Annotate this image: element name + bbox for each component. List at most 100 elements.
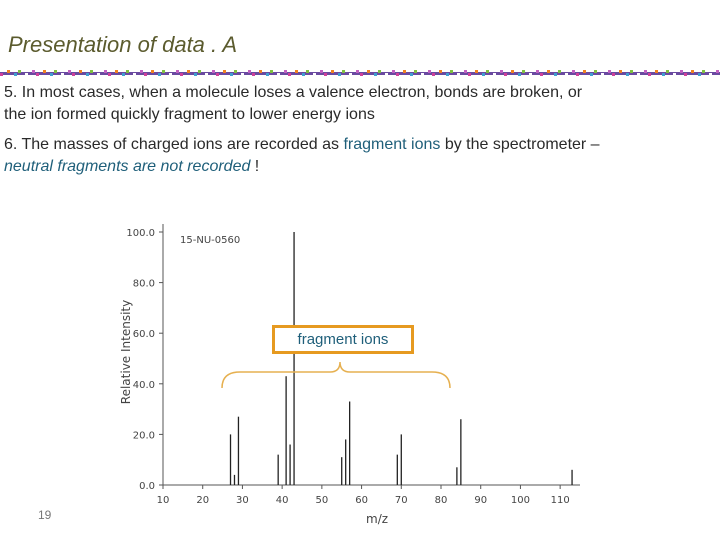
band-dot: [277, 73, 280, 76]
band-dot: [655, 70, 658, 73]
band-dot: [259, 70, 262, 73]
band-dot: [662, 73, 665, 76]
band-dot: [14, 73, 17, 76]
band-dot: [349, 73, 352, 76]
band-dot: [68, 70, 71, 73]
band-dot: [626, 73, 629, 76]
band-dot: [680, 70, 683, 73]
band-dot: [43, 70, 46, 73]
band-dot: [619, 70, 622, 73]
band-dot: [50, 73, 53, 76]
band-dot: [133, 73, 136, 76]
x-tick-label: 100: [511, 495, 530, 506]
x-tick-label: 20: [196, 495, 209, 506]
band-dot: [270, 70, 273, 73]
x-tick-label: 70: [395, 495, 408, 506]
band-dot: [61, 73, 64, 76]
band-dot: [212, 70, 215, 73]
band-dot: [583, 70, 586, 73]
band-dot: [648, 73, 651, 76]
bullet-6-emph: neutral fragments are not recorded: [4, 158, 251, 175]
band-dot: [140, 70, 143, 73]
band-dot: [590, 73, 593, 76]
band-dot: [223, 70, 226, 73]
band-dot: [324, 73, 327, 76]
band-dot: [554, 73, 557, 76]
band-dot: [306, 70, 309, 73]
band-dot: [108, 73, 111, 76]
band-dot: [194, 73, 197, 76]
y-tick-label: 0.0: [139, 481, 155, 492]
x-tick-label: 30: [236, 495, 249, 506]
band-dot: [313, 73, 316, 76]
band-dot: [698, 73, 701, 76]
decorative-band: [0, 70, 720, 76]
band-dot: [482, 73, 485, 76]
band-dot: [457, 73, 460, 76]
band-dot: [7, 70, 10, 73]
bullet-5-text: 5. In most cases, when a molecule loses …: [4, 84, 583, 123]
band-dot: [684, 73, 687, 76]
band-dot: [702, 70, 705, 73]
bullet-5: 5. In most cases, when a molecule loses …: [4, 82, 604, 126]
band-dot: [288, 73, 291, 76]
band-dot: [252, 73, 255, 76]
band-dot: [608, 70, 611, 73]
band-dot: [230, 73, 233, 76]
band-dot: [86, 73, 89, 76]
bullet-6: 6. The masses of charged ions are record…: [4, 134, 604, 178]
band-dot: [576, 73, 579, 76]
band-dot: [320, 70, 323, 73]
band-dot: [241, 73, 244, 76]
band-dot: [54, 70, 57, 73]
band-dot: [374, 73, 377, 76]
y-axis-label: Relative Intensity: [119, 300, 133, 404]
band-dot: [36, 73, 39, 76]
y-tick-label: 60.0: [133, 329, 155, 340]
x-tick-label: 40: [276, 495, 289, 506]
band-dot: [284, 70, 287, 73]
band-dot: [25, 73, 28, 76]
band-dot: [392, 70, 395, 73]
y-tick-label: 80.0: [133, 279, 155, 290]
x-tick-label: 10: [157, 495, 170, 506]
band-dot: [385, 73, 388, 76]
band-dot: [529, 73, 532, 76]
band-dot: [72, 73, 75, 76]
band-dot: [216, 73, 219, 76]
band-dot: [79, 70, 82, 73]
band-dot: [630, 70, 633, 73]
band-dot: [90, 70, 93, 73]
band-dot: [536, 70, 539, 73]
y-tick-label: 40.0: [133, 380, 155, 391]
bullet-6-prefix: 6. The masses of charged ions are record…: [4, 136, 344, 153]
band-dot: [511, 70, 514, 73]
fragment-brace: [221, 361, 451, 389]
band-dot: [468, 73, 471, 76]
band-dot: [396, 73, 399, 76]
band-dot: [176, 70, 179, 73]
band-dot: [500, 70, 503, 73]
bullet-6-mid: by the spectrometer –: [440, 136, 600, 153]
band-dot: [612, 73, 615, 76]
band-dot: [32, 70, 35, 73]
band-dot: [97, 73, 100, 76]
band-dot: [421, 73, 424, 76]
bullet-6-suffix: !: [250, 158, 260, 175]
band-dot: [342, 70, 345, 73]
band-dot: [18, 70, 21, 73]
band-dot: [565, 73, 568, 76]
band-dot: [428, 70, 431, 73]
band-dot: [338, 73, 341, 76]
band-dot: [644, 70, 647, 73]
band-dot: [360, 73, 363, 76]
band-dot: [594, 70, 597, 73]
band-dot: [104, 70, 107, 73]
band-dot: [151, 70, 154, 73]
band-dot: [115, 70, 118, 73]
band-dot: [493, 73, 496, 76]
band-dot: [432, 73, 435, 76]
band-dot: [446, 73, 449, 76]
band-dot: [464, 70, 467, 73]
band-dot: [450, 70, 453, 73]
